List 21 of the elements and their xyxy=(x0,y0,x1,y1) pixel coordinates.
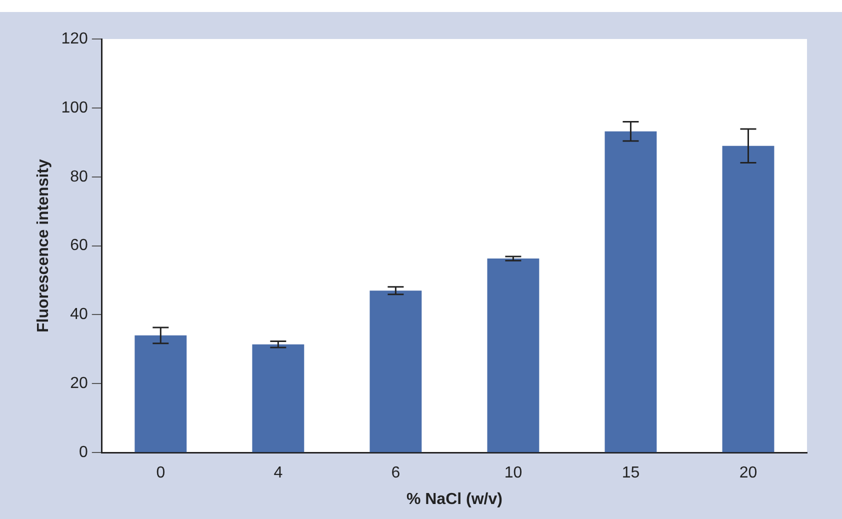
x-tick-label: 6 xyxy=(391,464,400,482)
x-axis-title: % NaCl (w/v) xyxy=(406,490,502,508)
y-tick-label: 20 xyxy=(70,375,88,392)
bar xyxy=(252,344,304,452)
bar xyxy=(487,258,540,452)
x-tick-label: 4 xyxy=(274,464,283,482)
x-tick-label: 0 xyxy=(156,464,166,482)
bar xyxy=(370,290,422,452)
x-tick-label: 15 xyxy=(622,464,640,482)
y-tick-label: 120 xyxy=(61,30,88,48)
y-tick-label: 80 xyxy=(70,168,88,186)
bar xyxy=(134,335,187,452)
y-tick-label: 0 xyxy=(78,444,88,462)
x-tick-label: 20 xyxy=(739,464,758,482)
x-tick-label: 10 xyxy=(504,464,522,482)
y-tick-label: 100 xyxy=(61,99,88,116)
bar xyxy=(722,146,774,452)
bar xyxy=(604,131,657,452)
y-axis-title: Fluorescence intensity xyxy=(35,159,52,332)
y-tick-label: 60 xyxy=(70,237,88,254)
y-tick-label: 40 xyxy=(70,306,88,324)
